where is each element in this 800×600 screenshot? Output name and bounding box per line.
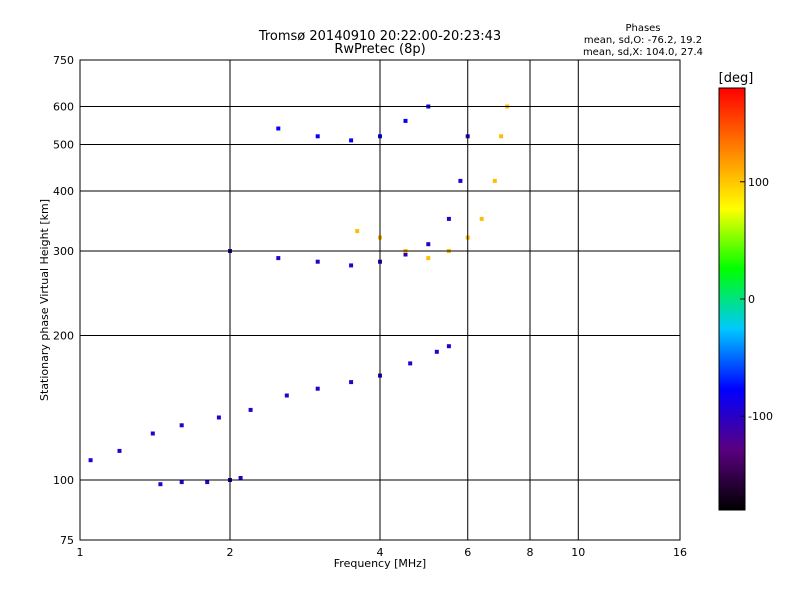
x-tick-label: 2 xyxy=(227,546,234,559)
y-tick-label: 100 xyxy=(53,474,74,487)
colorbar-label: [deg] xyxy=(719,71,754,86)
data-point xyxy=(315,259,320,264)
data-point xyxy=(315,386,320,391)
y-tick-label: 75 xyxy=(60,534,74,547)
y-tick-label: 750 xyxy=(53,54,74,67)
data-point xyxy=(355,229,360,234)
data-point xyxy=(403,118,408,123)
y-axis-label: Stationary phase Virtual Height [km] xyxy=(38,199,51,401)
data-point xyxy=(238,476,243,480)
data-point xyxy=(349,138,354,143)
data-point xyxy=(403,252,408,257)
data-point xyxy=(248,407,253,412)
colorbar-ticks: 100 0 -100 xyxy=(740,176,773,423)
data-point xyxy=(284,393,289,398)
colorbar-tick-label: 0 xyxy=(748,293,755,306)
phase-info-x-mode: mean, sd,X: 104.0, 27.4 xyxy=(583,47,703,58)
y-tick-label: 400 xyxy=(53,185,74,198)
data-point xyxy=(276,256,281,261)
data-point xyxy=(499,134,504,139)
data-point xyxy=(117,448,122,453)
data-point xyxy=(150,431,155,436)
data-point xyxy=(492,178,497,183)
data-point xyxy=(426,256,431,261)
data-point xyxy=(446,344,451,349)
x-tick-label: 16 xyxy=(673,546,687,559)
chart-subtitle: RwPretec (8p) xyxy=(334,42,425,57)
data-point xyxy=(349,380,354,385)
data-point xyxy=(179,480,184,485)
data-point xyxy=(408,361,413,366)
phase-info-o-mode: mean, sd,O: -76.2, 19.2 xyxy=(584,35,702,46)
x-tick-label: 6 xyxy=(464,546,471,559)
data-point xyxy=(315,134,320,139)
chart-title: Tromsø 20140910 20:22:00-20:23:43 xyxy=(258,29,501,44)
data-point xyxy=(349,263,354,268)
data-point xyxy=(88,458,93,463)
x-tick-label: 8 xyxy=(527,546,534,559)
data-point xyxy=(426,242,431,247)
colorbar-tick-label: -100 xyxy=(748,410,773,423)
x-axis-label: Frequency [MHz] xyxy=(334,557,426,570)
y-tick-label: 600 xyxy=(53,101,74,114)
data-point xyxy=(276,126,281,131)
phase-info-heading: Phases xyxy=(625,23,660,34)
data-point xyxy=(205,480,210,485)
y-tick-label: 300 xyxy=(53,245,74,258)
grid-lines xyxy=(80,60,680,540)
colorbar-tick-label: 100 xyxy=(748,176,769,189)
x-tick-label: 1 xyxy=(77,546,84,559)
data-point xyxy=(158,482,163,487)
data-point xyxy=(179,423,184,428)
y-tick-label: 500 xyxy=(53,139,74,152)
data-point xyxy=(479,216,484,221)
x-tick-label: 4 xyxy=(377,546,384,559)
x-tick-label: 10 xyxy=(571,546,585,559)
plot-frame xyxy=(79,59,681,541)
x-axis-ticks: 1 2 4 6 8 10 16 xyxy=(77,546,688,559)
y-tick-label: 200 xyxy=(53,330,74,343)
data-point xyxy=(446,216,451,221)
data-point xyxy=(434,349,439,354)
y-axis-ticks: 75 100 200 300 400 500 600 750 xyxy=(53,54,74,547)
data-point xyxy=(216,415,221,420)
data-point xyxy=(458,178,463,183)
